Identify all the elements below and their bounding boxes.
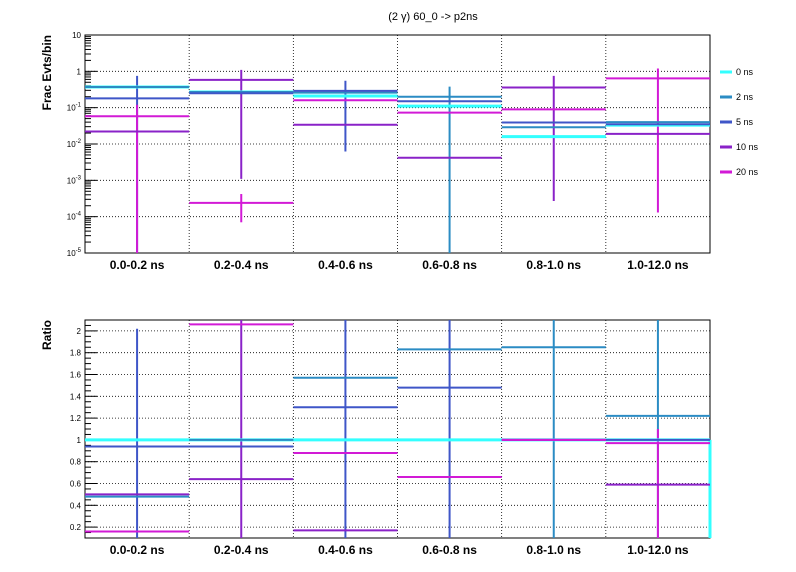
top-panel: 10-5 10-4 10-3 10-2 10-1 1 10 Frac Evts/bin 0.0-…	[40, 31, 711, 272]
bottom-ytick-label: 0.4	[70, 501, 82, 510]
bottom-ytick-label: 1	[77, 436, 82, 445]
top-ytick-label: 10-2	[67, 139, 82, 149]
bottom-ytick-label: 0.2	[70, 523, 82, 532]
top-category-label: 0.4-0.6 ns	[318, 258, 373, 272]
top-ytick-label: 10	[72, 31, 81, 40]
bottom-ytick-label: 1.6	[70, 371, 82, 380]
legend-entry: 2 ns	[736, 92, 754, 102]
legend-entry: 20 ns	[736, 167, 759, 177]
top-ytick-label: 1	[77, 67, 82, 76]
legend-entry: 0 ns	[736, 67, 754, 77]
top-ytick-label: 10-3	[67, 175, 82, 185]
top-ytick-label: 10-5	[67, 248, 82, 258]
bottom-category-label: 0.0-0.2 ns	[110, 543, 165, 557]
chart-title: (2 γ) 60_0 -> p2ns	[388, 11, 478, 23]
bottom-ytick-label: 2	[77, 327, 82, 336]
bottom-category-label: 0.4-0.6 ns	[318, 543, 373, 557]
top-category-label: 1.0-12.0 ns	[627, 258, 689, 272]
top-category-label: 0.0-0.2 ns	[110, 258, 165, 272]
bottom-category-label: 0.6-0.8 ns	[422, 543, 477, 557]
legend: 0 ns 2 ns 5 ns 10 ns 20 ns	[720, 67, 759, 177]
bottom-ytick-label: 1.8	[70, 349, 82, 358]
legend-entry: 10 ns	[736, 142, 759, 152]
bottom-panel: 0.2 0.4 0.6 0.8 1 1.2 1.4 1.6 1.8 2 Ratio 0.0-0.2 n…	[40, 319, 712, 557]
top-category-label: 0.6-0.8 ns	[422, 258, 477, 272]
bottom-ytick-label: 1.4	[70, 392, 82, 401]
top-ytick-label: 10-4	[67, 212, 82, 222]
bottom-ytick-label: 1.2	[70, 414, 82, 423]
top-ytick-label: 10-1	[67, 103, 82, 113]
bottom-ylabel: Ratio	[40, 320, 54, 350]
bottom-category-label: 0.8-1.0 ns	[526, 543, 581, 557]
bottom-category-label: 1.0-12.0 ns	[627, 543, 689, 557]
top-category-label: 0.8-1.0 ns	[526, 258, 581, 272]
top-category-label: 0.2-0.4 ns	[214, 258, 269, 272]
bottom-ytick-label: 0.8	[70, 458, 82, 467]
top-ylabel: Frac Evts/bin	[40, 35, 54, 110]
legend-entry: 5 ns	[736, 117, 754, 127]
bottom-ytick-label: 0.6	[70, 480, 82, 489]
bottom-category-label: 0.2-0.4 ns	[214, 543, 269, 557]
